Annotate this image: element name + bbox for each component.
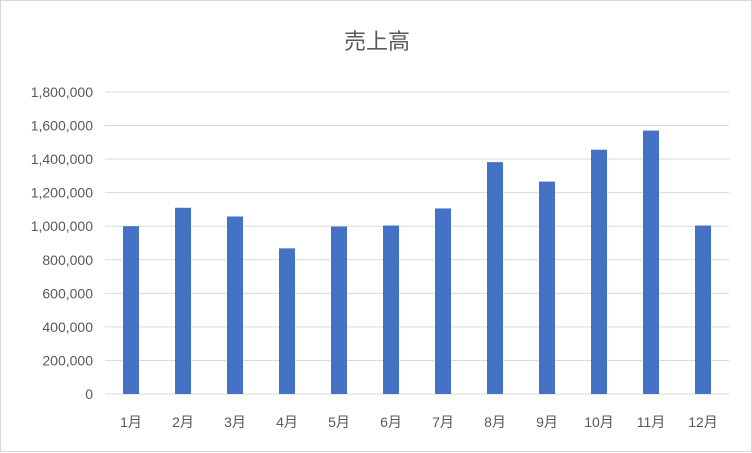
x-tick-label: 9月 [536, 414, 558, 430]
x-tick-label: 6月 [380, 414, 402, 430]
bar [539, 181, 555, 394]
bar [175, 207, 191, 394]
y-tick-label: 1,000,000 [31, 218, 93, 234]
x-tick-label: 7月 [432, 414, 454, 430]
bar [383, 225, 399, 394]
y-tick-label: 600,000 [42, 285, 93, 301]
y-tick-label: 0 [85, 386, 93, 402]
bar [331, 226, 347, 394]
x-tick-label: 3月 [224, 414, 246, 430]
x-axis-ticks: 1月 2月 3月 4月 5月 6月 7月 8月 9月 10月 11月 12月 [120, 414, 718, 430]
x-tick-label: 10月 [584, 414, 614, 430]
bar [487, 162, 503, 394]
x-tick-label: 2月 [172, 414, 194, 430]
bar [279, 248, 295, 394]
chart-title: 売上高 [344, 30, 410, 55]
y-tick-label: 1,600,000 [31, 118, 93, 134]
y-axis-ticks: 0 200,000 400,000 600,000 800,000 1,000,000 1,… [31, 84, 94, 402]
x-tick-label: 4月 [276, 414, 298, 430]
x-tick-label: 1月 [120, 414, 142, 430]
bar [227, 216, 243, 394]
y-tick-label: 200,000 [42, 352, 93, 368]
bar [695, 225, 711, 394]
bar [123, 226, 139, 394]
x-tick-label: 8月 [484, 414, 506, 430]
gridlines [105, 91, 729, 395]
bars [123, 130, 711, 395]
y-tick-label: 1,800,000 [31, 84, 93, 100]
y-tick-label: 1,200,000 [31, 185, 93, 201]
y-tick-label: 1,400,000 [31, 151, 93, 167]
x-tick-label: 5月 [328, 414, 350, 430]
bar [435, 208, 451, 394]
x-tick-label: 12月 [688, 414, 718, 430]
bar [591, 149, 607, 394]
bar [643, 130, 659, 395]
y-tick-label: 800,000 [42, 252, 93, 268]
x-tick-label: 11月 [637, 414, 666, 430]
y-tick-label: 400,000 [42, 319, 93, 335]
